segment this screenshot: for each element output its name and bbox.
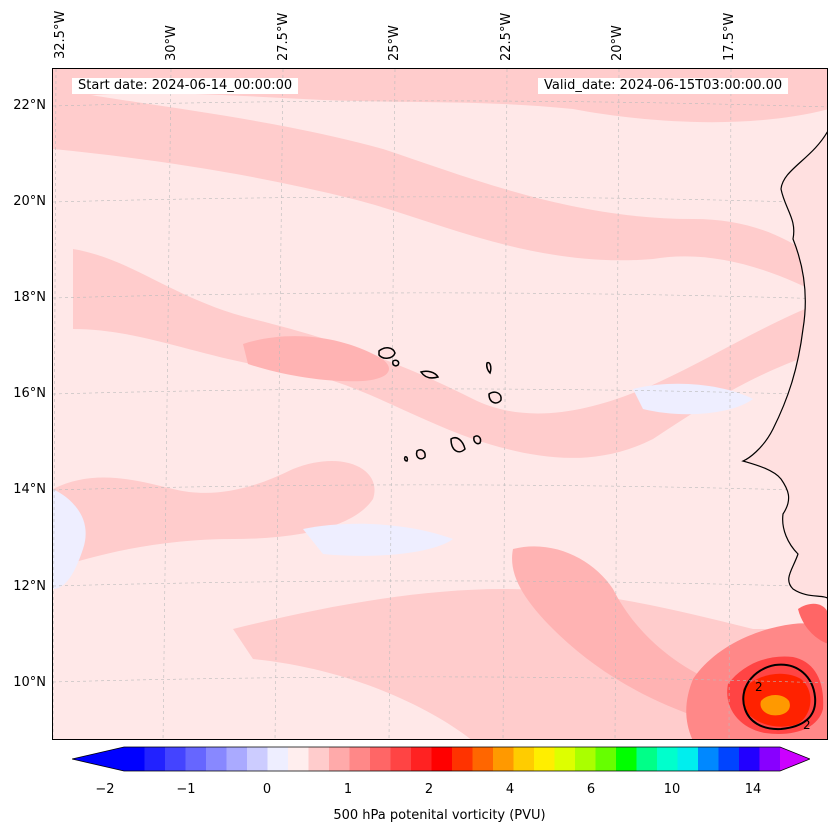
colorbar-swatch: [308, 747, 330, 771]
cb-tick-4: 4: [505, 782, 515, 797]
colorbar-swatch: [718, 747, 740, 771]
cape-verde-islands: [378, 347, 502, 462]
pv-negative-patch-2: [303, 523, 453, 556]
colorbar-swatch: [554, 747, 576, 771]
colorbar-swatch: [411, 747, 432, 771]
colorbar-swatch: [493, 747, 514, 771]
cb-tick-10: 10: [663, 782, 681, 797]
pv-negative-patch: [53, 489, 86, 589]
colorbar-extend-max: [780, 747, 810, 771]
colorbar-swatch: [452, 747, 473, 771]
lon-label-20W: 20°W: [610, 25, 625, 61]
cb-tick-0: 0: [262, 782, 272, 797]
lat-label-12N: 12°N: [13, 579, 46, 594]
lon-label-32.5W: 32.5°W: [53, 10, 68, 59]
colorbar-swatch: [144, 747, 166, 771]
cb-tick-14: 14: [744, 782, 762, 797]
pv-patch-east: [798, 603, 827, 644]
colorbar-swatch: [698, 747, 719, 771]
colorbar-swatch: [288, 747, 309, 771]
pv-negative-patch-3: [633, 383, 753, 415]
colorbar-label: 500 hPa potenital vorticity (PVU): [333, 808, 546, 823]
start-date-label: Start date: 2024-06-14_00:00:00: [72, 78, 299, 94]
cb-tick-m2: −2: [95, 782, 115, 797]
colorbar: [72, 746, 810, 772]
colorbar-swatch: [595, 747, 617, 771]
cb-tick-m1: −1: [176, 782, 196, 797]
lon-label-17.5W: 17.5°W: [722, 12, 737, 61]
colorbar-outline: [72, 746, 810, 772]
colorbar-swatch: [513, 747, 535, 771]
colorbar-swatch: [636, 747, 658, 771]
colorbar-swatch: [390, 747, 412, 771]
lon-label-27.5W: 27.5°W: [276, 12, 291, 61]
colorbar-swatch: [677, 747, 699, 771]
contour-label-1: 2: [755, 680, 763, 694]
colorbar-swatch: [124, 747, 145, 771]
colorbar-swatch: [247, 747, 268, 771]
pv-band-north: [53, 89, 827, 298]
valid-date-label: Valid_date: 2024-06-15T03:00:00.00: [538, 78, 789, 94]
contour-label-2: 2: [803, 718, 811, 732]
colorbar-swatch: [226, 747, 248, 771]
graticule: [53, 69, 827, 739]
cb-tick-6: 6: [586, 782, 596, 797]
pv-band-south-dark: [512, 546, 733, 719]
lat-label-18N: 18°N: [13, 290, 46, 305]
colorbar-swatch: [739, 747, 760, 771]
colorbar-swatch: [206, 747, 227, 771]
lat-label-14N: 14°N: [13, 482, 46, 497]
lat-label-16N: 16°N: [13, 386, 46, 401]
colorbar-swatch: [616, 747, 637, 771]
colorbar-swatch: [185, 747, 207, 771]
pv-high-core-peak: [760, 695, 790, 716]
lon-label-22.5W: 22.5°W: [499, 12, 514, 61]
colorbar-swatch: [472, 747, 494, 771]
colorbar-extend-min: [72, 747, 124, 771]
lat-label-20N: 20°N: [13, 194, 46, 209]
lat-label-22N: 22°N: [13, 98, 46, 113]
colorbar-swatch: [165, 747, 186, 771]
colorbar-swatch: [349, 747, 371, 771]
colorbar-swatch: [534, 747, 555, 771]
lon-label-30W: 30°W: [164, 25, 179, 61]
colorbar-swatch: [575, 747, 596, 771]
colorbar-swatch: [759, 747, 781, 771]
colorbar-swatch: [370, 747, 391, 771]
colorbar-swatch: [267, 747, 289, 771]
pv-band-middle: [73, 249, 827, 458]
lon-label-25W: 25°W: [387, 25, 402, 61]
lat-label-10N: 10°N: [13, 675, 46, 690]
colorbar-swatch: [329, 747, 350, 771]
cb-tick-2: 2: [424, 782, 434, 797]
colorbar-swatch: [657, 747, 678, 771]
pv-field-map: 2 2: [53, 69, 827, 739]
cb-tick-1: 1: [343, 782, 353, 797]
african-coastline: [741, 131, 827, 599]
pv-contour-2: [742, 663, 817, 731]
map-panel: 2 2: [52, 68, 828, 740]
colorbar-swatch: [431, 747, 453, 771]
